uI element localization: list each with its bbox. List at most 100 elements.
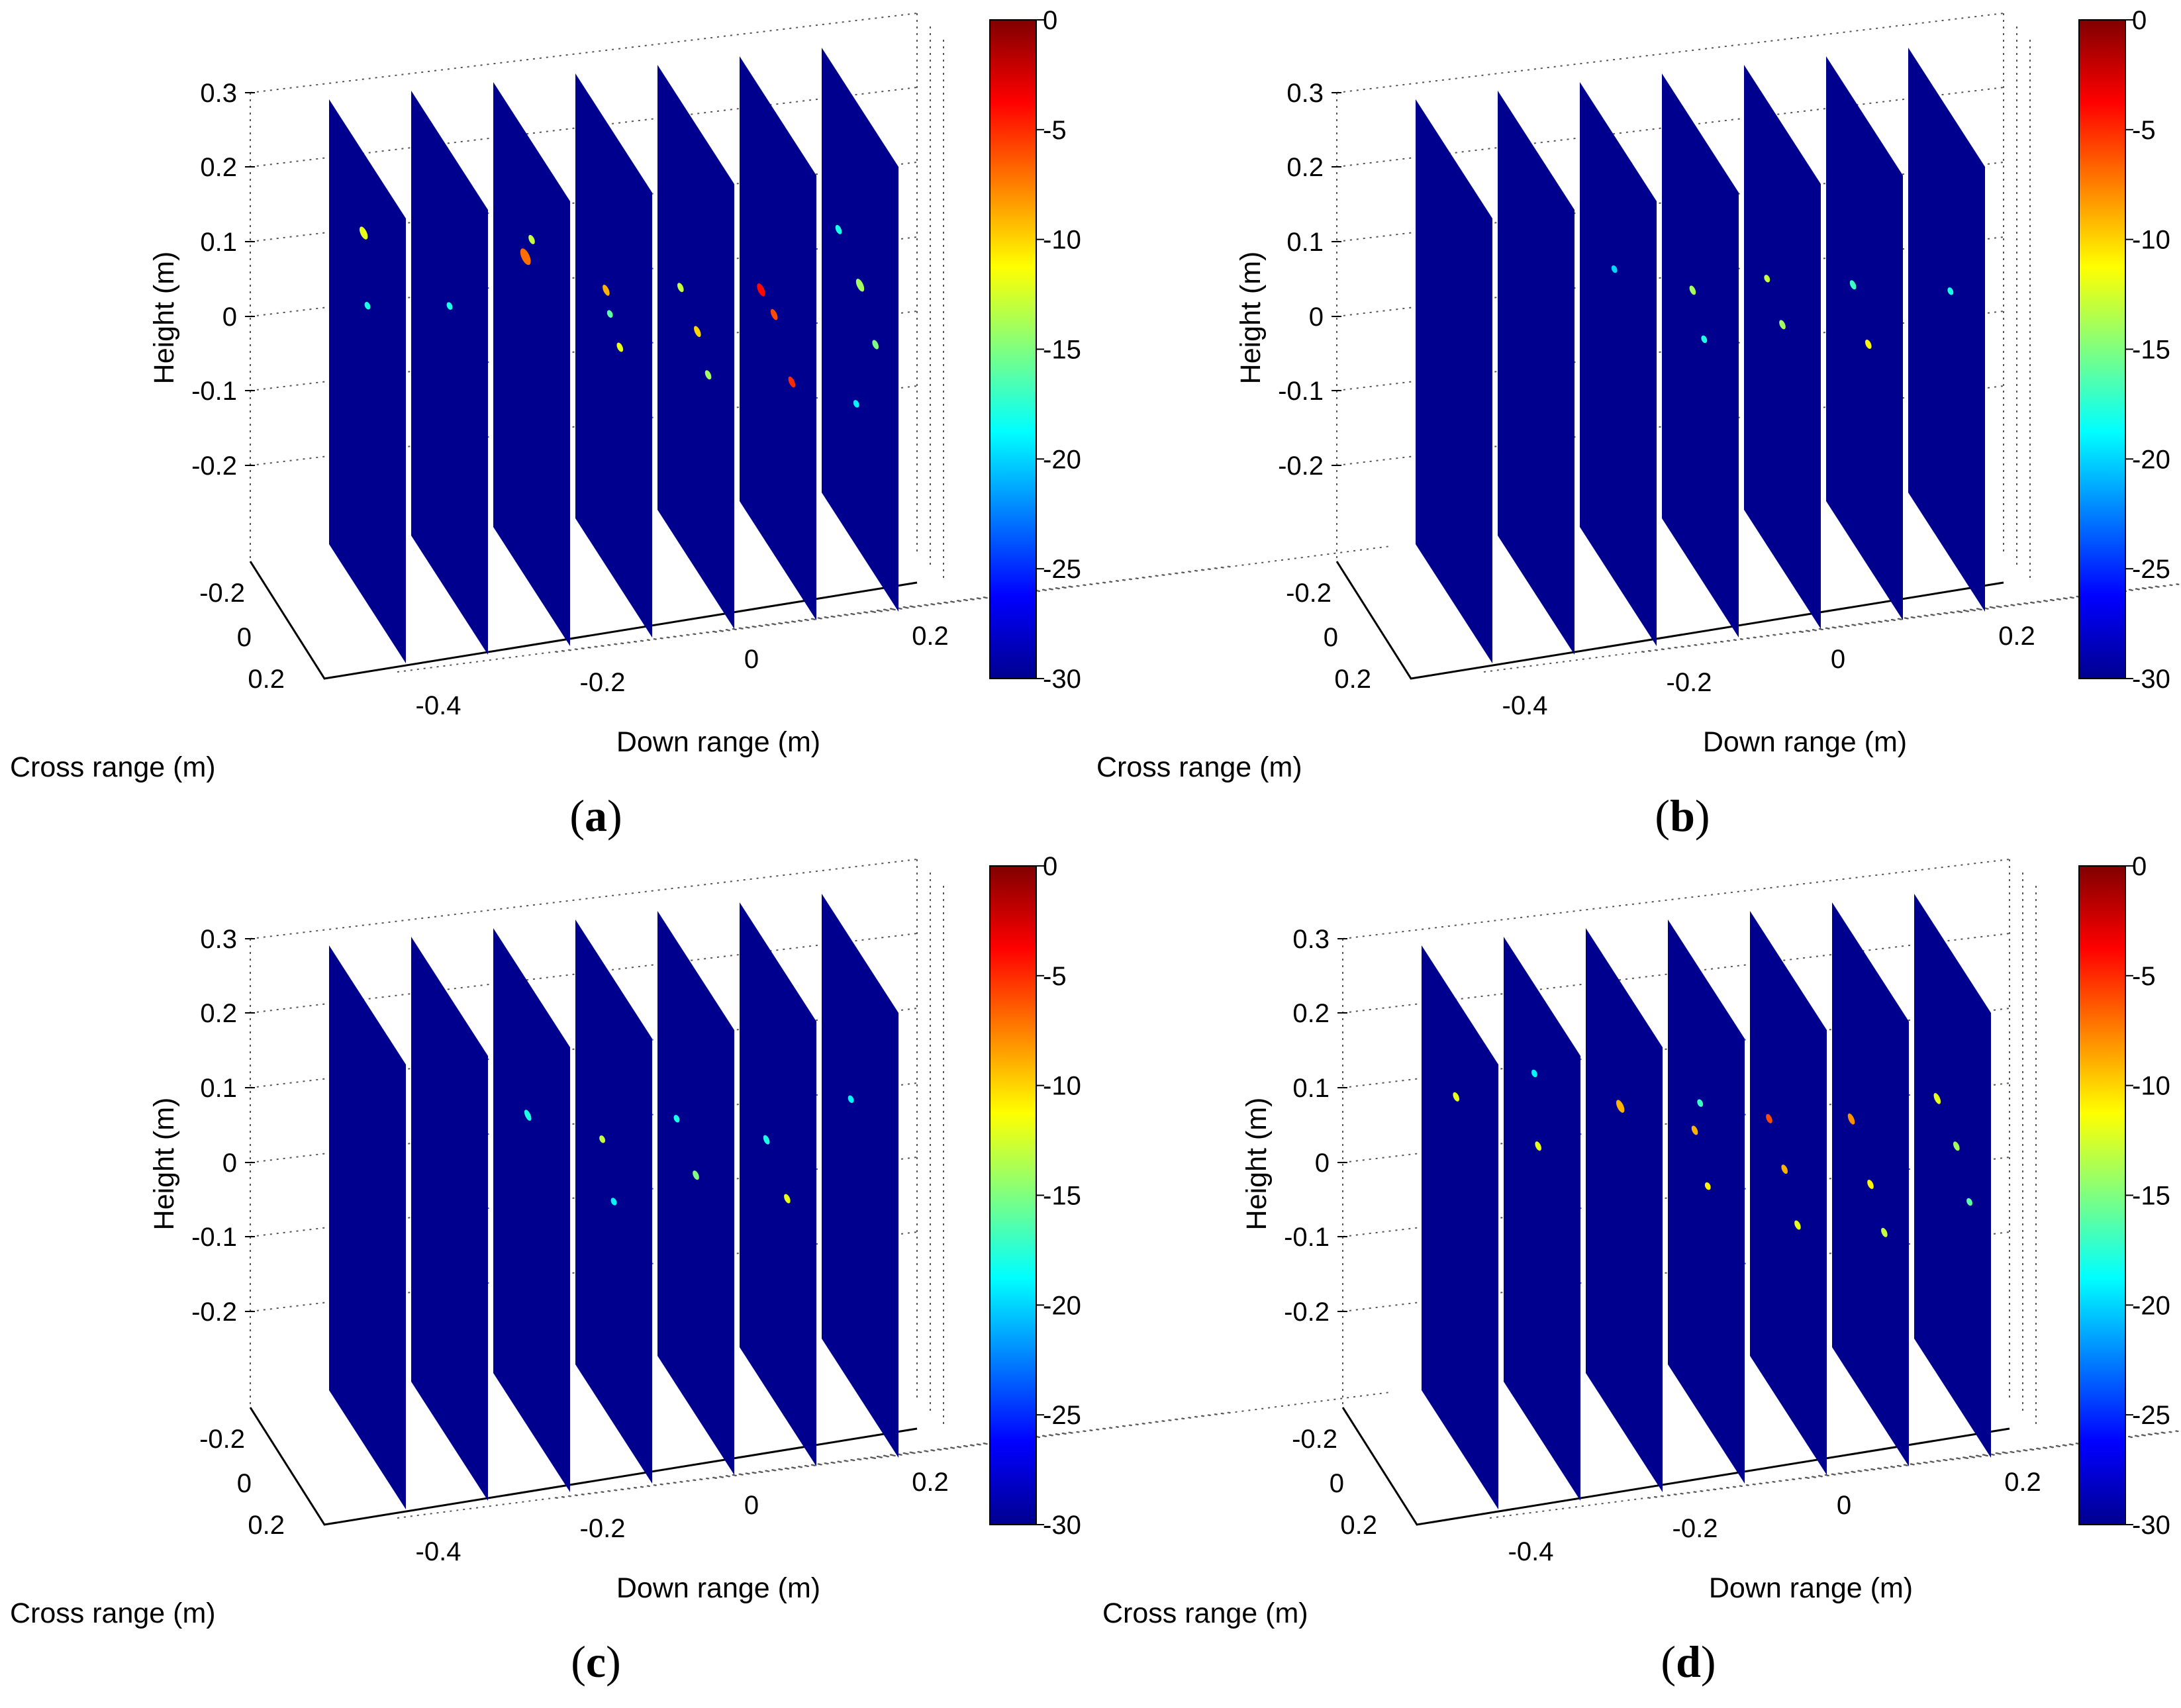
panel-caption: (d) bbox=[1661, 1637, 1716, 1687]
slice-7 bbox=[822, 894, 898, 1458]
y-axis-label: Cross range (m) bbox=[10, 751, 216, 783]
intensity-blob bbox=[835, 224, 842, 234]
x-axis-label: Down range (m) bbox=[616, 1572, 820, 1604]
slice-3 bbox=[493, 928, 570, 1492]
z-tick-label: 0.3 bbox=[200, 79, 237, 108]
colorbar-tick-label: -20 bbox=[2132, 445, 2170, 474]
intensity-blob bbox=[853, 400, 859, 408]
y-tick-label: -0.2 bbox=[1286, 579, 1332, 608]
colorbar-tick-label: -20 bbox=[1043, 1291, 1081, 1320]
panel-caption: (a) bbox=[569, 790, 622, 841]
slice-4 bbox=[575, 920, 652, 1484]
x-tick-label: -0.2 bbox=[1672, 1514, 1718, 1543]
x-gridline bbox=[556, 1431, 1073, 1499]
intensity-blob bbox=[1689, 285, 1696, 295]
slice-1 bbox=[329, 99, 406, 663]
intensity-blob bbox=[757, 283, 765, 297]
z-tick-label: 0.3 bbox=[1292, 925, 1330, 954]
slice-2 bbox=[1504, 937, 1580, 1501]
x-tick-label: 0 bbox=[1837, 1491, 1851, 1520]
intensity-blob bbox=[528, 234, 535, 244]
intensity-blob bbox=[872, 340, 879, 350]
slice-2 bbox=[411, 937, 488, 1501]
z-tick-label: -0.2 bbox=[191, 451, 237, 481]
colorbar-tick-label: -25 bbox=[2132, 555, 2170, 584]
slice-1 bbox=[1416, 99, 1492, 663]
colorbar-tick-label: -10 bbox=[2132, 1072, 2170, 1101]
x-gridline bbox=[873, 546, 1391, 613]
y-tick-label: 0.2 bbox=[1340, 1511, 1377, 1540]
slice-2 bbox=[1498, 91, 1575, 655]
slice-4 bbox=[1668, 920, 1745, 1484]
floor-axis bbox=[1335, 561, 2004, 680]
panel-caption: (c) bbox=[571, 1637, 621, 1687]
y-axis-label: Cross range (m) bbox=[1096, 751, 1302, 783]
intensity-blob bbox=[704, 370, 712, 380]
intensity-blob bbox=[1966, 1198, 1972, 1206]
colorbar: 0 -5 -10 -15 -20 -25 -30 bbox=[2078, 6, 2170, 694]
intensity-blob bbox=[603, 285, 610, 296]
intensity-blob bbox=[1947, 287, 1954, 295]
slice-5 bbox=[657, 65, 734, 629]
y-tick-label: 0.2 bbox=[248, 665, 285, 694]
intensity-blob bbox=[1691, 1125, 1698, 1135]
colorbar-tick-label: -30 bbox=[1043, 1511, 1081, 1540]
slice-plane bbox=[1662, 73, 1739, 638]
x-tick-label: -0.2 bbox=[1667, 668, 1712, 697]
panel-a: 0.3 0.2 0.1 0 -0.1 -0.2 Height (m) -0.2 0 0.2 Cros… bbox=[10, 6, 1391, 841]
slice-3 bbox=[493, 82, 570, 646]
intensity-blob bbox=[763, 1135, 770, 1145]
intensity-blob bbox=[788, 376, 796, 388]
colorbar-tick-label: 0 bbox=[2132, 6, 2147, 35]
x-gridline bbox=[556, 585, 1073, 653]
slice-plane bbox=[1586, 928, 1663, 1492]
x-tick-label: 0 bbox=[1831, 645, 1845, 674]
x-gridline bbox=[714, 565, 1232, 633]
z-gridline bbox=[1336, 13, 2004, 93]
y-axis-label: Cross range (m) bbox=[10, 1597, 216, 1629]
caption-open-paren: ( bbox=[1655, 790, 1670, 841]
z-tick-label: 0.2 bbox=[200, 153, 237, 182]
panel-d: 0.3 0.2 0.1 0 -0.1 -0.2 Height (m) -0.2 0 0.2 Cros… bbox=[1102, 852, 2181, 1687]
intensity-blob bbox=[616, 342, 624, 352]
z-tick-label: 0.3 bbox=[1286, 79, 1324, 108]
z-axis-label: Height (m) bbox=[148, 252, 180, 385]
z-tick-label: 0.1 bbox=[200, 1074, 237, 1103]
z-tick-label: 0 bbox=[222, 1149, 237, 1178]
y-tick-label: 0 bbox=[1330, 1469, 1344, 1498]
colorbar-tick-label: -20 bbox=[2132, 1291, 2170, 1320]
x-gridline bbox=[714, 1411, 1232, 1479]
axes-grid bbox=[1342, 859, 2181, 1519]
axes-grid bbox=[1336, 13, 2181, 673]
intensity-blob bbox=[1766, 1114, 1772, 1123]
caption-open-paren: ( bbox=[569, 790, 585, 841]
intensity-blob bbox=[1847, 1113, 1855, 1125]
colorbar-tick-label: -15 bbox=[2132, 336, 2170, 365]
colorbar-tick-label: -10 bbox=[1043, 1072, 1081, 1101]
intensity-blob bbox=[694, 326, 701, 338]
slice-6 bbox=[740, 902, 816, 1466]
floor-axis bbox=[249, 561, 918, 680]
intensity-blob bbox=[1779, 320, 1786, 330]
x-gridline bbox=[873, 1392, 1391, 1459]
x-gridline bbox=[1801, 583, 2181, 633]
colorbar: 0 -5 -10 -15 -20 -25 -30 bbox=[989, 6, 1081, 694]
axes-grid bbox=[250, 13, 1391, 673]
intensity-blob bbox=[1764, 275, 1770, 283]
y-tick-label: 0 bbox=[237, 623, 252, 652]
z-gridline bbox=[250, 13, 918, 93]
x-tick-label: 0.2 bbox=[912, 622, 949, 651]
intensity-blob bbox=[784, 1194, 791, 1204]
slice-6 bbox=[740, 56, 816, 620]
z-tick-label: 0.1 bbox=[200, 228, 237, 257]
colorbar-tick-label: 0 bbox=[1043, 852, 1057, 881]
caption-close-paren: ) bbox=[1701, 1637, 1716, 1687]
y-tick-label: -0.2 bbox=[199, 1425, 245, 1454]
x-tick-label: 0.2 bbox=[1998, 622, 2035, 651]
slice-1 bbox=[1422, 945, 1498, 1509]
x-tick-label: -0.4 bbox=[1502, 691, 1548, 720]
intensity-blob bbox=[1867, 1179, 1874, 1190]
z-tick-label: 0 bbox=[1315, 1149, 1330, 1178]
x-tick-label: 0 bbox=[744, 1491, 759, 1520]
